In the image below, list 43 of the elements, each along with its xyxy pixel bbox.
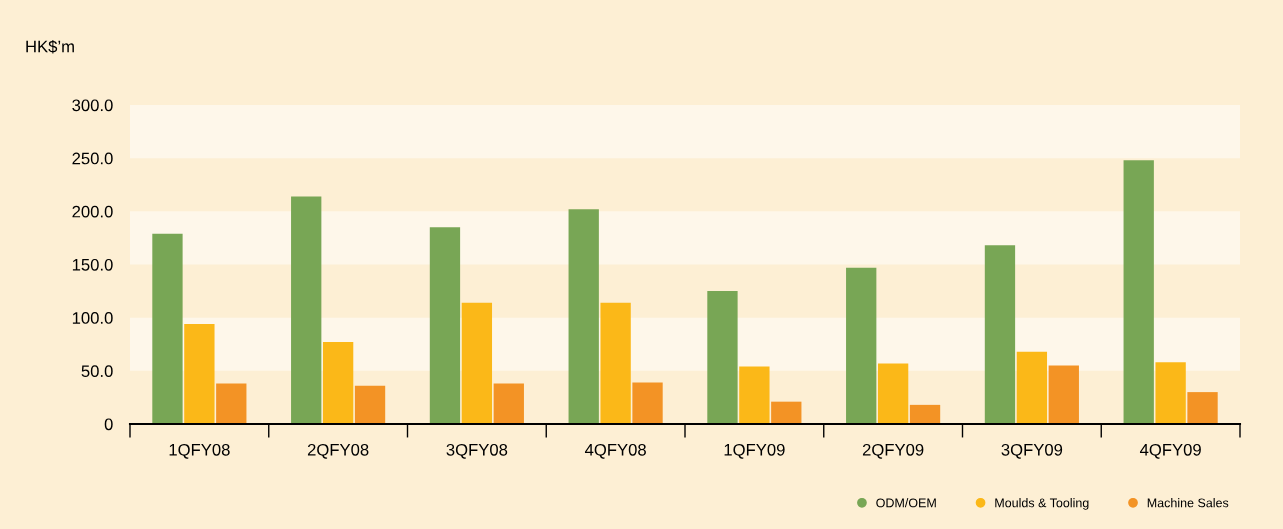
x-tick-label: 1QFY08 bbox=[169, 443, 230, 459]
x-tick-label: 2QFY09 bbox=[862, 443, 924, 459]
bar bbox=[877, 363, 909, 424]
legend-label: ODM/OEM bbox=[876, 498, 936, 508]
bar bbox=[739, 366, 770, 424]
bar bbox=[632, 382, 663, 424]
bar bbox=[354, 385, 386, 424]
bar bbox=[322, 342, 354, 424]
legend-label: Moulds & Tooling bbox=[995, 498, 1089, 510]
bar bbox=[771, 401, 802, 424]
bar bbox=[846, 267, 877, 424]
y-axis-title: HK$’m bbox=[26, 39, 74, 54]
bar bbox=[909, 404, 941, 424]
x-tick-label: 1QFY09 bbox=[724, 443, 785, 459]
bar bbox=[600, 302, 631, 424]
bar bbox=[984, 245, 1016, 424]
bar bbox=[1123, 160, 1154, 424]
bar bbox=[1155, 362, 1186, 424]
bar bbox=[184, 324, 215, 424]
bar bbox=[152, 233, 183, 424]
bar bbox=[1048, 365, 1079, 424]
bar bbox=[1187, 392, 1218, 424]
y-tick-label: 250.0 bbox=[72, 152, 113, 165]
bar bbox=[216, 383, 247, 424]
x-tick-label: 3QFY09 bbox=[1001, 443, 1063, 459]
y-tick-label: 0 bbox=[104, 418, 113, 431]
bar bbox=[493, 383, 524, 424]
bar bbox=[429, 227, 461, 424]
bar bbox=[568, 209, 599, 424]
bar bbox=[461, 302, 493, 424]
y-tick-label: 150.0 bbox=[72, 258, 113, 271]
bar bbox=[291, 196, 322, 424]
x-tick-label: 3QFY08 bbox=[446, 443, 508, 459]
y-tick-label: 100.0 bbox=[72, 312, 113, 324]
y-tick-label: 200.0 bbox=[72, 205, 113, 218]
x-tick-label: 4QFY08 bbox=[584, 443, 646, 459]
x-tick-label: 2QFY08 bbox=[307, 443, 369, 459]
y-tick-label: 300.0 bbox=[72, 99, 113, 112]
bar bbox=[1016, 351, 1048, 424]
legend-label: Machine Sales bbox=[1147, 498, 1229, 508]
bar bbox=[707, 291, 738, 424]
x-tick-label: 4QFY09 bbox=[1139, 443, 1201, 459]
y-tick-label: 50.0 bbox=[81, 365, 113, 378]
